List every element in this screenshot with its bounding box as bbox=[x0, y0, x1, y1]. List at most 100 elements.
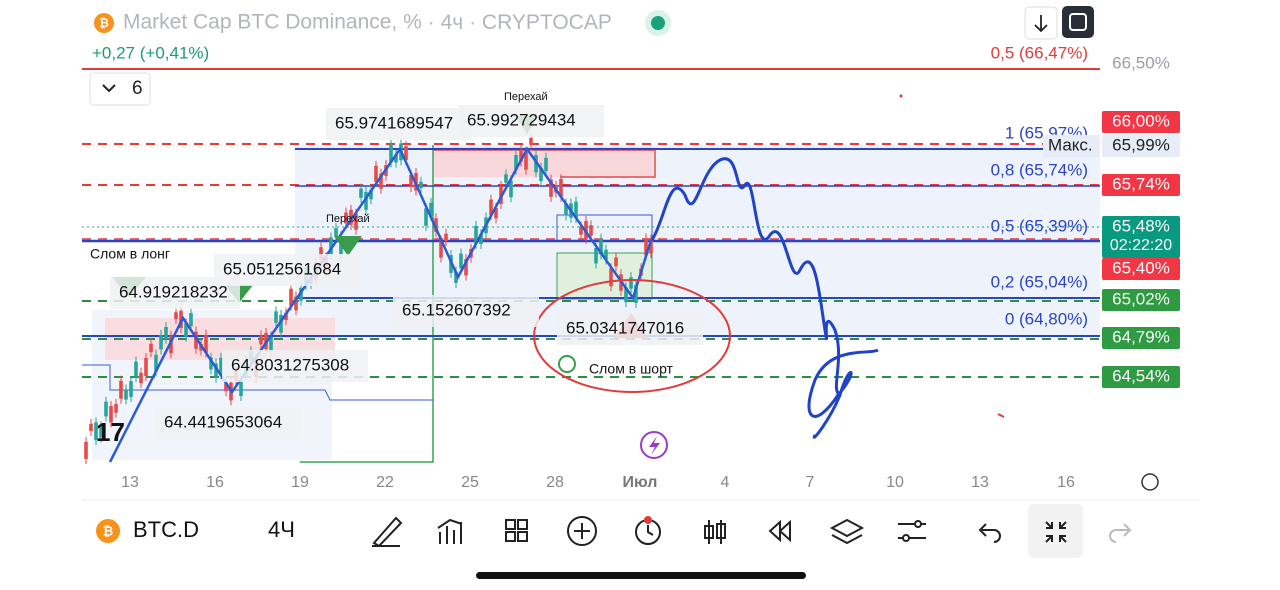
candle-body bbox=[214, 363, 218, 378]
candle-body bbox=[174, 312, 178, 320]
status bbox=[651, 16, 665, 30]
point-label-bg bbox=[155, 407, 301, 439]
candle-body bbox=[134, 361, 138, 378]
candles-icon bbox=[716, 523, 726, 539]
separator: · bbox=[428, 11, 441, 34]
candle-body bbox=[149, 343, 153, 353]
price-change: +0,27 (+0,41%) bbox=[92, 43, 209, 62]
candle-body bbox=[259, 335, 263, 345]
point-label-bg bbox=[557, 313, 703, 345]
chart-meta: · 4ч · CRYPTOCAP bbox=[428, 11, 612, 34]
price-label: 65,48% bbox=[1112, 216, 1170, 235]
alarm-icon bbox=[558, 355, 576, 373]
price-label-bg bbox=[1102, 174, 1180, 196]
price-label: 66,00% bbox=[1112, 111, 1170, 130]
indicators-icon[interactable] bbox=[437, 518, 463, 544]
layout-icon[interactable] bbox=[505, 519, 516, 530]
candle-body bbox=[494, 208, 498, 219]
candle-body bbox=[389, 144, 393, 163]
fib-label: 0,5 (66,47%) bbox=[991, 43, 1088, 62]
undo-icon[interactable] bbox=[978, 523, 1001, 543]
candle-body bbox=[139, 372, 143, 384]
point-label-bg bbox=[222, 350, 368, 382]
candle-body bbox=[504, 174, 508, 183]
lightning-icon[interactable] bbox=[640, 431, 668, 459]
price-label: 65,74% bbox=[1112, 174, 1170, 193]
candle-body bbox=[559, 179, 563, 197]
replay-icon[interactable] bbox=[768, 519, 791, 543]
fullscreen-icon bbox=[1069, 13, 1087, 31]
candle-body bbox=[509, 180, 513, 198]
candle-body bbox=[104, 401, 108, 417]
candle-body bbox=[164, 326, 168, 339]
time-label: 16 bbox=[206, 474, 224, 491]
time-label: Июл bbox=[623, 474, 658, 491]
fullscreen-button[interactable] bbox=[1062, 6, 1094, 38]
candle-body bbox=[489, 199, 493, 216]
candle-body bbox=[204, 334, 208, 353]
candle-body bbox=[114, 403, 118, 413]
annotation: Слом в лонг bbox=[90, 246, 170, 262]
price-label: 64,54% bbox=[1112, 366, 1170, 385]
candle-body bbox=[379, 173, 383, 189]
candle-body bbox=[219, 357, 223, 375]
candle-body bbox=[294, 296, 298, 311]
max-label-bg bbox=[1043, 135, 1100, 157]
point-label-bg bbox=[326, 108, 472, 140]
candle-body bbox=[624, 287, 628, 303]
redo-icon[interactable] bbox=[1109, 523, 1132, 543]
layout-icon[interactable] bbox=[505, 531, 516, 542]
candle-body bbox=[454, 271, 458, 283]
point-label-bg bbox=[110, 277, 240, 309]
candle-body bbox=[194, 331, 198, 349]
price-label: 64,79% bbox=[1112, 327, 1170, 346]
candle-body bbox=[329, 237, 333, 255]
candle-body bbox=[529, 137, 533, 145]
separator: · bbox=[463, 11, 482, 34]
toolbar-icons bbox=[372, 516, 1067, 548]
annotation: Перехай bbox=[504, 91, 548, 103]
price-label-bg bbox=[1102, 366, 1180, 388]
candle-body bbox=[464, 259, 468, 276]
candle-body bbox=[124, 389, 128, 400]
layout-icon[interactable] bbox=[517, 531, 528, 542]
time-label: 28 bbox=[546, 474, 564, 491]
point-label: 64.919218232 bbox=[119, 282, 228, 301]
candle-body bbox=[544, 157, 548, 171]
point-label: 64.4419653064 bbox=[164, 412, 282, 431]
btc-icon-glyph: ₿ bbox=[99, 16, 109, 30]
price-label-bg bbox=[1102, 216, 1180, 258]
indicators-toggle[interactable] bbox=[89, 72, 151, 106]
point-label: 65.992729434 bbox=[467, 110, 576, 129]
candle-body bbox=[519, 149, 523, 162]
candle-body bbox=[579, 226, 583, 235]
candle-body bbox=[369, 189, 373, 200]
margin bbox=[1200, 0, 1280, 590]
indicator-count: 6 bbox=[132, 78, 143, 99]
candle-body bbox=[539, 167, 543, 181]
candle-body bbox=[359, 188, 363, 198]
collapse-icon[interactable] bbox=[1045, 521, 1067, 543]
toolbar-symbol[interactable]: BTC.D bbox=[133, 517, 199, 542]
candle-body bbox=[209, 357, 213, 370]
candle-body bbox=[224, 382, 228, 392]
candle-body bbox=[289, 288, 293, 306]
annotation: Перехай bbox=[326, 213, 370, 225]
toolbar-interval[interactable]: 4Ч bbox=[268, 517, 295, 542]
add-icon[interactable] bbox=[567, 516, 597, 546]
marker-down bbox=[334, 236, 362, 256]
settings-icon[interactable] bbox=[1141, 473, 1159, 491]
point-label-bg bbox=[393, 295, 539, 327]
candle-body bbox=[184, 323, 188, 337]
candle-body bbox=[459, 253, 463, 269]
layers-icon[interactable] bbox=[829, 518, 865, 545]
layout-icon[interactable] bbox=[517, 519, 528, 530]
add-icon[interactable] bbox=[574, 523, 590, 539]
candle-body bbox=[144, 358, 148, 376]
candle-body bbox=[154, 354, 158, 372]
draw-icon[interactable] bbox=[372, 516, 403, 548]
chevron bbox=[102, 84, 116, 93]
candle-body bbox=[89, 423, 93, 432]
candle-body bbox=[94, 422, 98, 441]
hand-drawing bbox=[650, 157, 879, 439]
